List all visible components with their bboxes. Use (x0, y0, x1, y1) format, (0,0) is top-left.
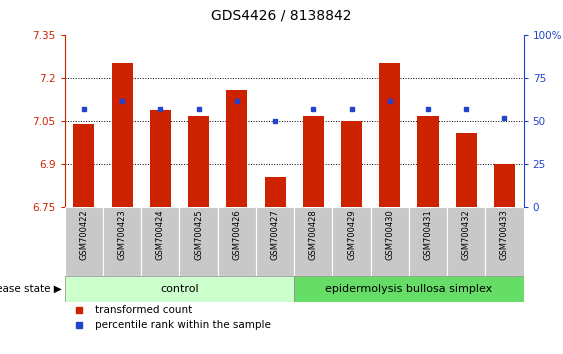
Text: GSM700431: GSM700431 (423, 209, 432, 260)
Text: disease state ▶: disease state ▶ (0, 284, 62, 294)
Bar (265, 177, 285, 207)
Bar (65, 276, 294, 302)
Text: GSM700429: GSM700429 (347, 209, 356, 260)
Text: GSM700426: GSM700426 (233, 209, 242, 260)
Bar (332, 207, 370, 276)
Bar (141, 207, 180, 276)
Text: GSM700422: GSM700422 (79, 209, 88, 260)
Bar (294, 207, 332, 276)
Text: GSM700427: GSM700427 (271, 209, 280, 260)
Bar (409, 207, 447, 276)
Text: control: control (160, 284, 199, 294)
Text: GSM700433: GSM700433 (500, 209, 509, 260)
Bar (494, 164, 515, 207)
Text: GSM700423: GSM700423 (118, 209, 127, 260)
Bar (150, 110, 171, 207)
Bar (73, 124, 95, 207)
Text: transformed count: transformed count (95, 305, 192, 315)
Text: GSM700430: GSM700430 (385, 209, 394, 260)
Bar (379, 63, 400, 207)
Bar (256, 207, 294, 276)
Bar (418, 115, 439, 207)
Bar (447, 207, 485, 276)
Bar (111, 63, 133, 207)
Bar (65, 207, 103, 276)
Text: GSM700424: GSM700424 (156, 209, 165, 260)
Bar (226, 90, 247, 207)
Bar (455, 133, 477, 207)
Text: epidermolysis bullosa simplex: epidermolysis bullosa simplex (325, 284, 493, 294)
Text: percentile rank within the sample: percentile rank within the sample (95, 320, 270, 330)
Bar (180, 207, 218, 276)
Bar (218, 207, 256, 276)
Bar (103, 207, 141, 276)
Bar (303, 115, 324, 207)
Text: GDS4426 / 8138842: GDS4426 / 8138842 (211, 9, 352, 23)
Bar (370, 207, 409, 276)
Text: GSM700425: GSM700425 (194, 209, 203, 260)
Bar (188, 115, 209, 207)
Bar (341, 121, 362, 207)
Bar (294, 276, 524, 302)
Text: GSM700428: GSM700428 (309, 209, 318, 260)
Bar (485, 207, 524, 276)
Text: GSM700432: GSM700432 (462, 209, 471, 260)
